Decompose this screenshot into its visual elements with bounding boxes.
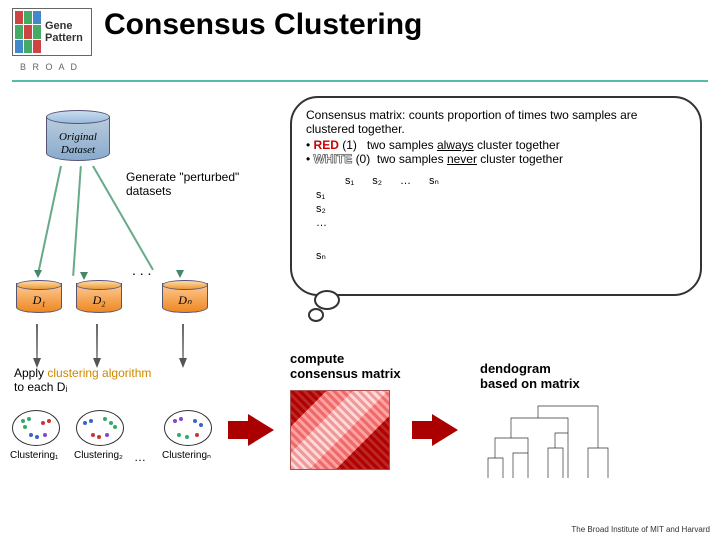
orig-db-l1: Original: [59, 131, 97, 143]
bubble-red-t: two samples: [367, 138, 437, 152]
mh-sn: sₙ: [421, 174, 447, 187]
dendogram: [478, 398, 628, 483]
apply-l1b: clustering algorithm: [47, 366, 151, 380]
big-arrow-1: [248, 414, 274, 446]
cluster-1: [12, 410, 60, 446]
bubble-red-t2: cluster together: [474, 138, 560, 152]
d2-label: D₂: [77, 293, 121, 308]
header-rule: [12, 80, 708, 82]
mr-d: …: [308, 217, 335, 229]
bubble-red-u: always: [437, 138, 474, 152]
bubble-white-t2: cluster together: [477, 152, 563, 166]
footer-credit: The Broad Institute of MIT and Harvard: [571, 525, 710, 534]
spread-head-2: [80, 272, 88, 280]
logo-text-top: Gene: [45, 20, 83, 32]
gen-l2: datasets: [126, 184, 171, 198]
genepattern-logo: GenePattern: [12, 8, 92, 56]
spread-head-1: [34, 270, 42, 278]
bubble-white: WHITE: [314, 152, 353, 166]
dn-db: Dₙ: [162, 280, 208, 313]
cluster-n: [164, 410, 212, 446]
bubble-red: RED: [314, 138, 339, 152]
d1-db: D₁: [16, 280, 62, 313]
mr-s2: s₂: [308, 203, 335, 215]
bubble-white-u: never: [447, 152, 477, 166]
compute-l2: consensus matrix: [290, 366, 401, 381]
apply-l2: to each Dᵢ: [14, 380, 67, 394]
apply-clustering-label: Apply clustering algorithm to each Dᵢ: [14, 366, 151, 395]
clustering1-label: Clustering₁: [10, 450, 58, 461]
arrow-d2: [96, 324, 98, 360]
bubble-tail: [308, 290, 344, 320]
clustering2-label: Clustering₂: [74, 450, 123, 461]
bubble-l2: clustered together.: [306, 122, 686, 136]
bubble-l1: Consensus matrix: counts proportion of t…: [306, 108, 686, 122]
generate-perturbed-label: Generate "perturbed" datasets: [126, 170, 239, 199]
arrow-dn-head: [179, 358, 187, 368]
perturbed-ellipsis: . . .: [132, 262, 151, 278]
dn-label: Dₙ: [163, 293, 207, 308]
dendo-l2: based on matrix: [480, 376, 580, 391]
compute-l1: compute: [290, 351, 344, 366]
spread-arrow-1: [38, 166, 62, 272]
mh-s1: s₁: [337, 174, 362, 187]
consensus-heatmap: [290, 390, 390, 470]
original-dataset-db: OriginalDataset: [46, 110, 110, 161]
cluster-2: [76, 410, 124, 446]
dendo-l1: dendogram: [480, 361, 551, 376]
dendogram-label: dendogram based on matrix: [480, 362, 580, 392]
apply-l1a: Apply: [14, 366, 47, 380]
bubble-white-n: (0): [356, 152, 371, 166]
mh-s2: s₂: [364, 174, 390, 187]
page-title: Consensus Clustering: [104, 8, 422, 42]
clustering-dots: …: [134, 450, 146, 464]
bubble-red-n: (1): [342, 138, 357, 152]
spread-head-3: [176, 270, 184, 278]
broad-logo: B R O A D: [20, 62, 79, 72]
arrow-d1: [36, 324, 38, 360]
compute-label: compute consensus matrix: [290, 352, 401, 382]
consensus-matrix-header: s₁s₂…sₙ s₁ s₂ … sₙ: [306, 172, 449, 264]
arrow-dn: [182, 324, 184, 360]
gen-l1: Generate "perturbed": [126, 170, 239, 184]
big-arrow-2: [432, 414, 458, 446]
logo-text-bottom: Pattern: [45, 32, 83, 44]
mr-sn: sₙ: [308, 231, 335, 262]
clusteringn-label: Clusteringₙ: [162, 450, 211, 461]
d1-label: D₁: [17, 293, 61, 308]
mr-s1: s₁: [308, 189, 335, 201]
d2-db: D₂: [76, 280, 122, 313]
spread-arrow-2: [72, 166, 82, 276]
mh-d: …: [392, 174, 419, 187]
bubble-white-t: two samples: [377, 152, 447, 166]
orig-db-l2: Dataset: [61, 144, 95, 156]
consensus-bubble: Consensus matrix: counts proportion of t…: [290, 96, 702, 296]
